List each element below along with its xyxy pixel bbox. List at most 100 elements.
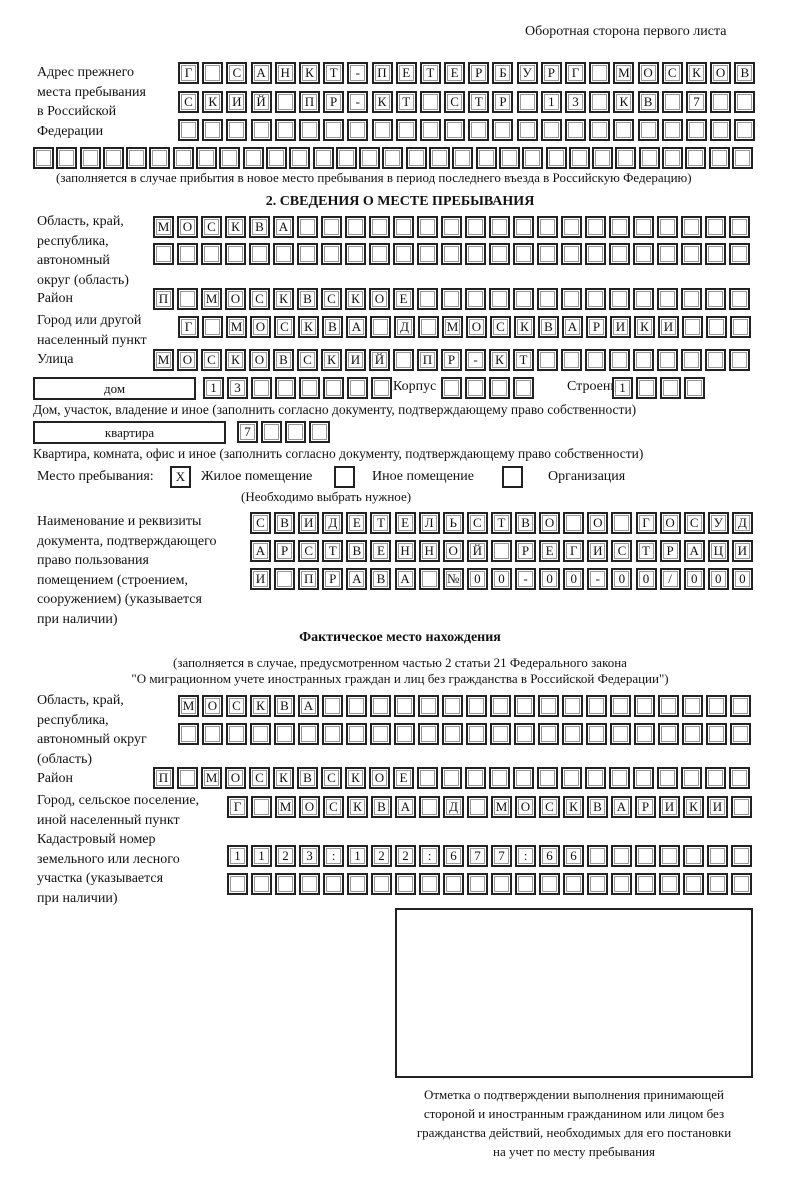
char-cell[interactable] (734, 119, 756, 141)
char-cell[interactable]: Т (635, 540, 657, 562)
char-cell[interactable]: О (299, 796, 320, 818)
char-cell[interactable] (345, 243, 366, 265)
char-cell[interactable] (710, 119, 732, 141)
char-cell[interactable] (682, 695, 703, 717)
char-cell[interactable]: 7 (467, 845, 488, 867)
char-cell[interactable] (685, 119, 707, 141)
char-cell[interactable] (587, 873, 608, 895)
char-cell[interactable] (682, 316, 703, 338)
char-cell[interactable]: Ц (707, 540, 729, 562)
char-cell[interactable]: В (515, 512, 537, 534)
char-cell[interactable] (369, 243, 390, 265)
char-cell[interactable] (706, 695, 727, 717)
char-cell[interactable] (321, 216, 342, 238)
char-cell[interactable] (442, 723, 463, 745)
char-cell[interactable]: М (201, 288, 222, 310)
char-cell[interactable] (394, 695, 415, 717)
char-cell[interactable] (102, 147, 124, 169)
char-cell[interactable] (731, 147, 753, 169)
char-cell[interactable]: В (371, 796, 392, 818)
char-cell[interactable] (345, 216, 366, 238)
char-cell[interactable] (417, 767, 438, 789)
char-cell[interactable]: К (273, 288, 294, 310)
char-cell[interactable]: Е (539, 540, 561, 562)
char-cell[interactable] (126, 147, 148, 169)
char-cell[interactable]: В (297, 767, 318, 789)
char-cell[interactable] (196, 147, 218, 169)
char-cell[interactable] (491, 873, 512, 895)
char-cell[interactable] (683, 873, 704, 895)
char-cell[interactable]: К (298, 62, 320, 84)
char-cell[interactable] (465, 377, 486, 399)
char-cell[interactable] (592, 147, 614, 169)
residential-checkbox[interactable]: X (170, 466, 191, 488)
char-cell[interactable]: С (274, 316, 295, 338)
char-cell[interactable] (610, 695, 631, 717)
char-cell[interactable] (347, 377, 368, 399)
char-cell[interactable] (636, 377, 657, 399)
char-cell[interactable]: Е (394, 512, 416, 534)
char-cell[interactable] (202, 119, 224, 141)
char-cell[interactable] (465, 243, 486, 265)
char-cell[interactable] (611, 873, 632, 895)
char-cell[interactable] (178, 119, 199, 141)
char-cell[interactable]: А (250, 62, 272, 84)
char-cell[interactable]: Г (635, 512, 657, 534)
char-cell[interactable]: Р (323, 91, 345, 113)
char-cell[interactable] (274, 119, 296, 141)
char-cell[interactable] (513, 216, 534, 238)
char-cell[interactable]: В (274, 512, 296, 534)
char-cell[interactable] (561, 243, 582, 265)
previous-address-row-3[interactable] (178, 119, 756, 141)
char-cell[interactable] (489, 216, 510, 238)
char-cell[interactable]: А (273, 216, 294, 238)
char-cell[interactable] (275, 377, 296, 399)
char-cell[interactable] (322, 723, 343, 745)
char-cell[interactable]: А (298, 695, 319, 717)
char-cell[interactable]: М (275, 796, 296, 818)
char-cell[interactable] (684, 377, 705, 399)
char-cell[interactable]: 7 (237, 421, 258, 443)
char-cell[interactable]: Т (468, 91, 490, 113)
cadastral-row-2[interactable] (227, 873, 752, 895)
char-cell[interactable]: И (587, 540, 609, 562)
char-cell[interactable]: Р (468, 62, 490, 84)
char-cell[interactable] (611, 845, 632, 867)
char-cell[interactable]: 2 (371, 845, 392, 867)
char-cell[interactable]: Р (635, 796, 656, 818)
char-cell[interactable] (662, 147, 684, 169)
char-cell[interactable]: П (371, 62, 393, 84)
char-cell[interactable]: Л (418, 512, 440, 534)
char-cell[interactable] (274, 568, 296, 590)
char-cell[interactable] (419, 91, 441, 113)
char-cell[interactable]: П (153, 767, 174, 789)
char-cell[interactable]: П (298, 91, 320, 113)
char-cell[interactable]: И (659, 796, 680, 818)
char-cell[interactable] (335, 147, 357, 169)
char-cell[interactable] (418, 723, 439, 745)
char-cell[interactable]: Т (395, 91, 417, 113)
char-cell[interactable] (729, 349, 750, 371)
char-cell[interactable] (634, 723, 655, 745)
char-cell[interactable]: К (225, 349, 246, 371)
char-cell[interactable] (568, 147, 590, 169)
char-cell[interactable] (561, 288, 582, 310)
char-cell[interactable]: 0 (490, 568, 512, 590)
char-cell[interactable] (323, 119, 345, 141)
char-cell[interactable]: К (345, 767, 366, 789)
char-cell[interactable] (490, 540, 512, 562)
char-cell[interactable]: О (225, 288, 246, 310)
char-cell[interactable] (346, 695, 367, 717)
char-cell[interactable]: Е (444, 62, 466, 84)
char-cell[interactable] (705, 288, 726, 310)
char-cell[interactable]: М (153, 216, 174, 238)
char-cell[interactable]: О (587, 512, 609, 534)
char-cell[interactable] (442, 695, 463, 717)
char-cell[interactable] (475, 147, 497, 169)
char-cell[interactable] (465, 288, 486, 310)
char-cell[interactable]: В (734, 62, 756, 84)
char-cell[interactable]: Р (515, 540, 537, 562)
